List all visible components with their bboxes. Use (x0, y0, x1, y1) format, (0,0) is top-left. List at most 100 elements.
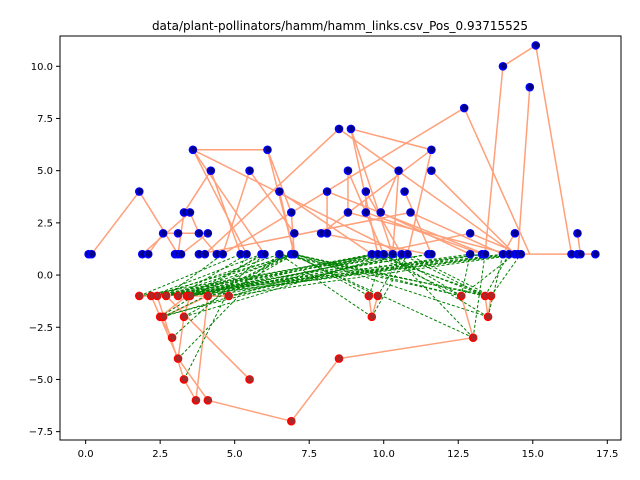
tree-edge (192, 149, 248, 255)
dashed-edge (472, 254, 486, 338)
tree-edge (371, 232, 471, 255)
red-node-inner (366, 292, 373, 299)
tree-edge (278, 190, 373, 255)
dashed-edge (484, 253, 510, 297)
tree-edge (266, 149, 293, 213)
dashed-edge (279, 253, 462, 297)
blue-node (322, 229, 332, 238)
blue-node-inner (408, 209, 415, 216)
red-node-inner (175, 355, 182, 362)
blue-node (206, 166, 216, 175)
blue-node (346, 124, 356, 134)
dashed-edge (228, 253, 280, 297)
dashed-edge (392, 253, 474, 339)
tree-edge (177, 316, 185, 359)
red-node-inner (181, 313, 188, 320)
blue-node (573, 229, 582, 238)
blue-node-inner (428, 250, 436, 257)
tree-edge (138, 191, 179, 255)
blue-node-inner (136, 188, 143, 195)
red-node-inner (458, 292, 465, 299)
blue-node (343, 208, 353, 217)
tree-edge (391, 170, 400, 255)
blue-node-inner (381, 250, 388, 257)
y-tick-label: 0.0 (37, 271, 53, 282)
blue-node (400, 187, 409, 196)
red-node-inner (160, 313, 167, 320)
blue-node-inner (175, 229, 182, 237)
tree-edge (460, 295, 474, 338)
blue-node (388, 249, 397, 259)
blue-node-inner (190, 146, 197, 153)
blue-node-inner (324, 188, 331, 195)
dashed-edge (228, 253, 521, 297)
blue-node (361, 187, 371, 196)
red-node (179, 312, 189, 322)
tree-edge (207, 399, 292, 422)
x-tick-label: 10.0 (373, 449, 395, 460)
blue-node-inner (336, 125, 343, 132)
blue-node-inner (512, 229, 519, 237)
dashed-edge (460, 253, 516, 297)
dashed-edge (186, 253, 372, 297)
blue-node (525, 82, 535, 92)
tree-edge (183, 170, 212, 213)
red-node-inner (193, 396, 200, 404)
blue-node (516, 249, 526, 259)
dashed-edge (139, 253, 241, 297)
red-node-inner (181, 376, 188, 383)
blue-node (263, 145, 272, 155)
dashed-edge (165, 253, 224, 297)
tree-edge (222, 107, 465, 255)
red-node (203, 396, 213, 405)
dashed-edge (487, 254, 504, 317)
y-tick-label: 2.5 (37, 218, 53, 229)
blue-node-inner (264, 146, 272, 153)
blue-node (87, 249, 96, 259)
dashed-edge (162, 253, 372, 318)
blue-node (361, 208, 371, 217)
dashed-edge (291, 253, 474, 339)
blue-node-inner (405, 250, 412, 257)
dashed-edge (177, 253, 247, 297)
x-tick-label: 2.5 (152, 449, 168, 460)
blue-node-inner (533, 41, 540, 49)
red-node (245, 375, 254, 384)
red-node (456, 291, 466, 301)
dashed-edge (157, 253, 504, 297)
blue-node (498, 61, 508, 71)
x-tick-label: 12.5 (447, 449, 469, 460)
dashed-edge (166, 253, 384, 297)
dashed-edge (383, 253, 489, 318)
blue-node (200, 249, 210, 259)
blue-node-inner (276, 188, 284, 195)
red-node-inner (369, 313, 376, 320)
blue-node (185, 208, 195, 217)
red-node-inner (163, 292, 170, 299)
red-node-inner (205, 396, 212, 404)
blue-node-inner (276, 250, 284, 257)
tree-edge (403, 191, 433, 255)
red-node-inner (187, 292, 194, 299)
blue-node-inner (500, 62, 507, 70)
blue-node-inner (348, 125, 355, 132)
dashed-edge (490, 253, 522, 297)
x-tick-label: 15.0 (522, 449, 544, 460)
blue-node-inner (288, 209, 296, 216)
tree-edge (204, 128, 340, 255)
blue-node-inner (402, 188, 409, 195)
tree-edge (222, 170, 251, 255)
red-node (191, 396, 201, 405)
blue-node (406, 208, 415, 217)
red-node (152, 291, 162, 301)
blue-node (591, 249, 600, 259)
dashed-edge (171, 253, 265, 339)
tree-edge (192, 149, 402, 255)
blue-node-inner (461, 104, 468, 111)
tree-edge (350, 128, 394, 255)
red-node (161, 291, 171, 301)
red-node-inner (470, 334, 477, 341)
node-layer (84, 41, 600, 426)
